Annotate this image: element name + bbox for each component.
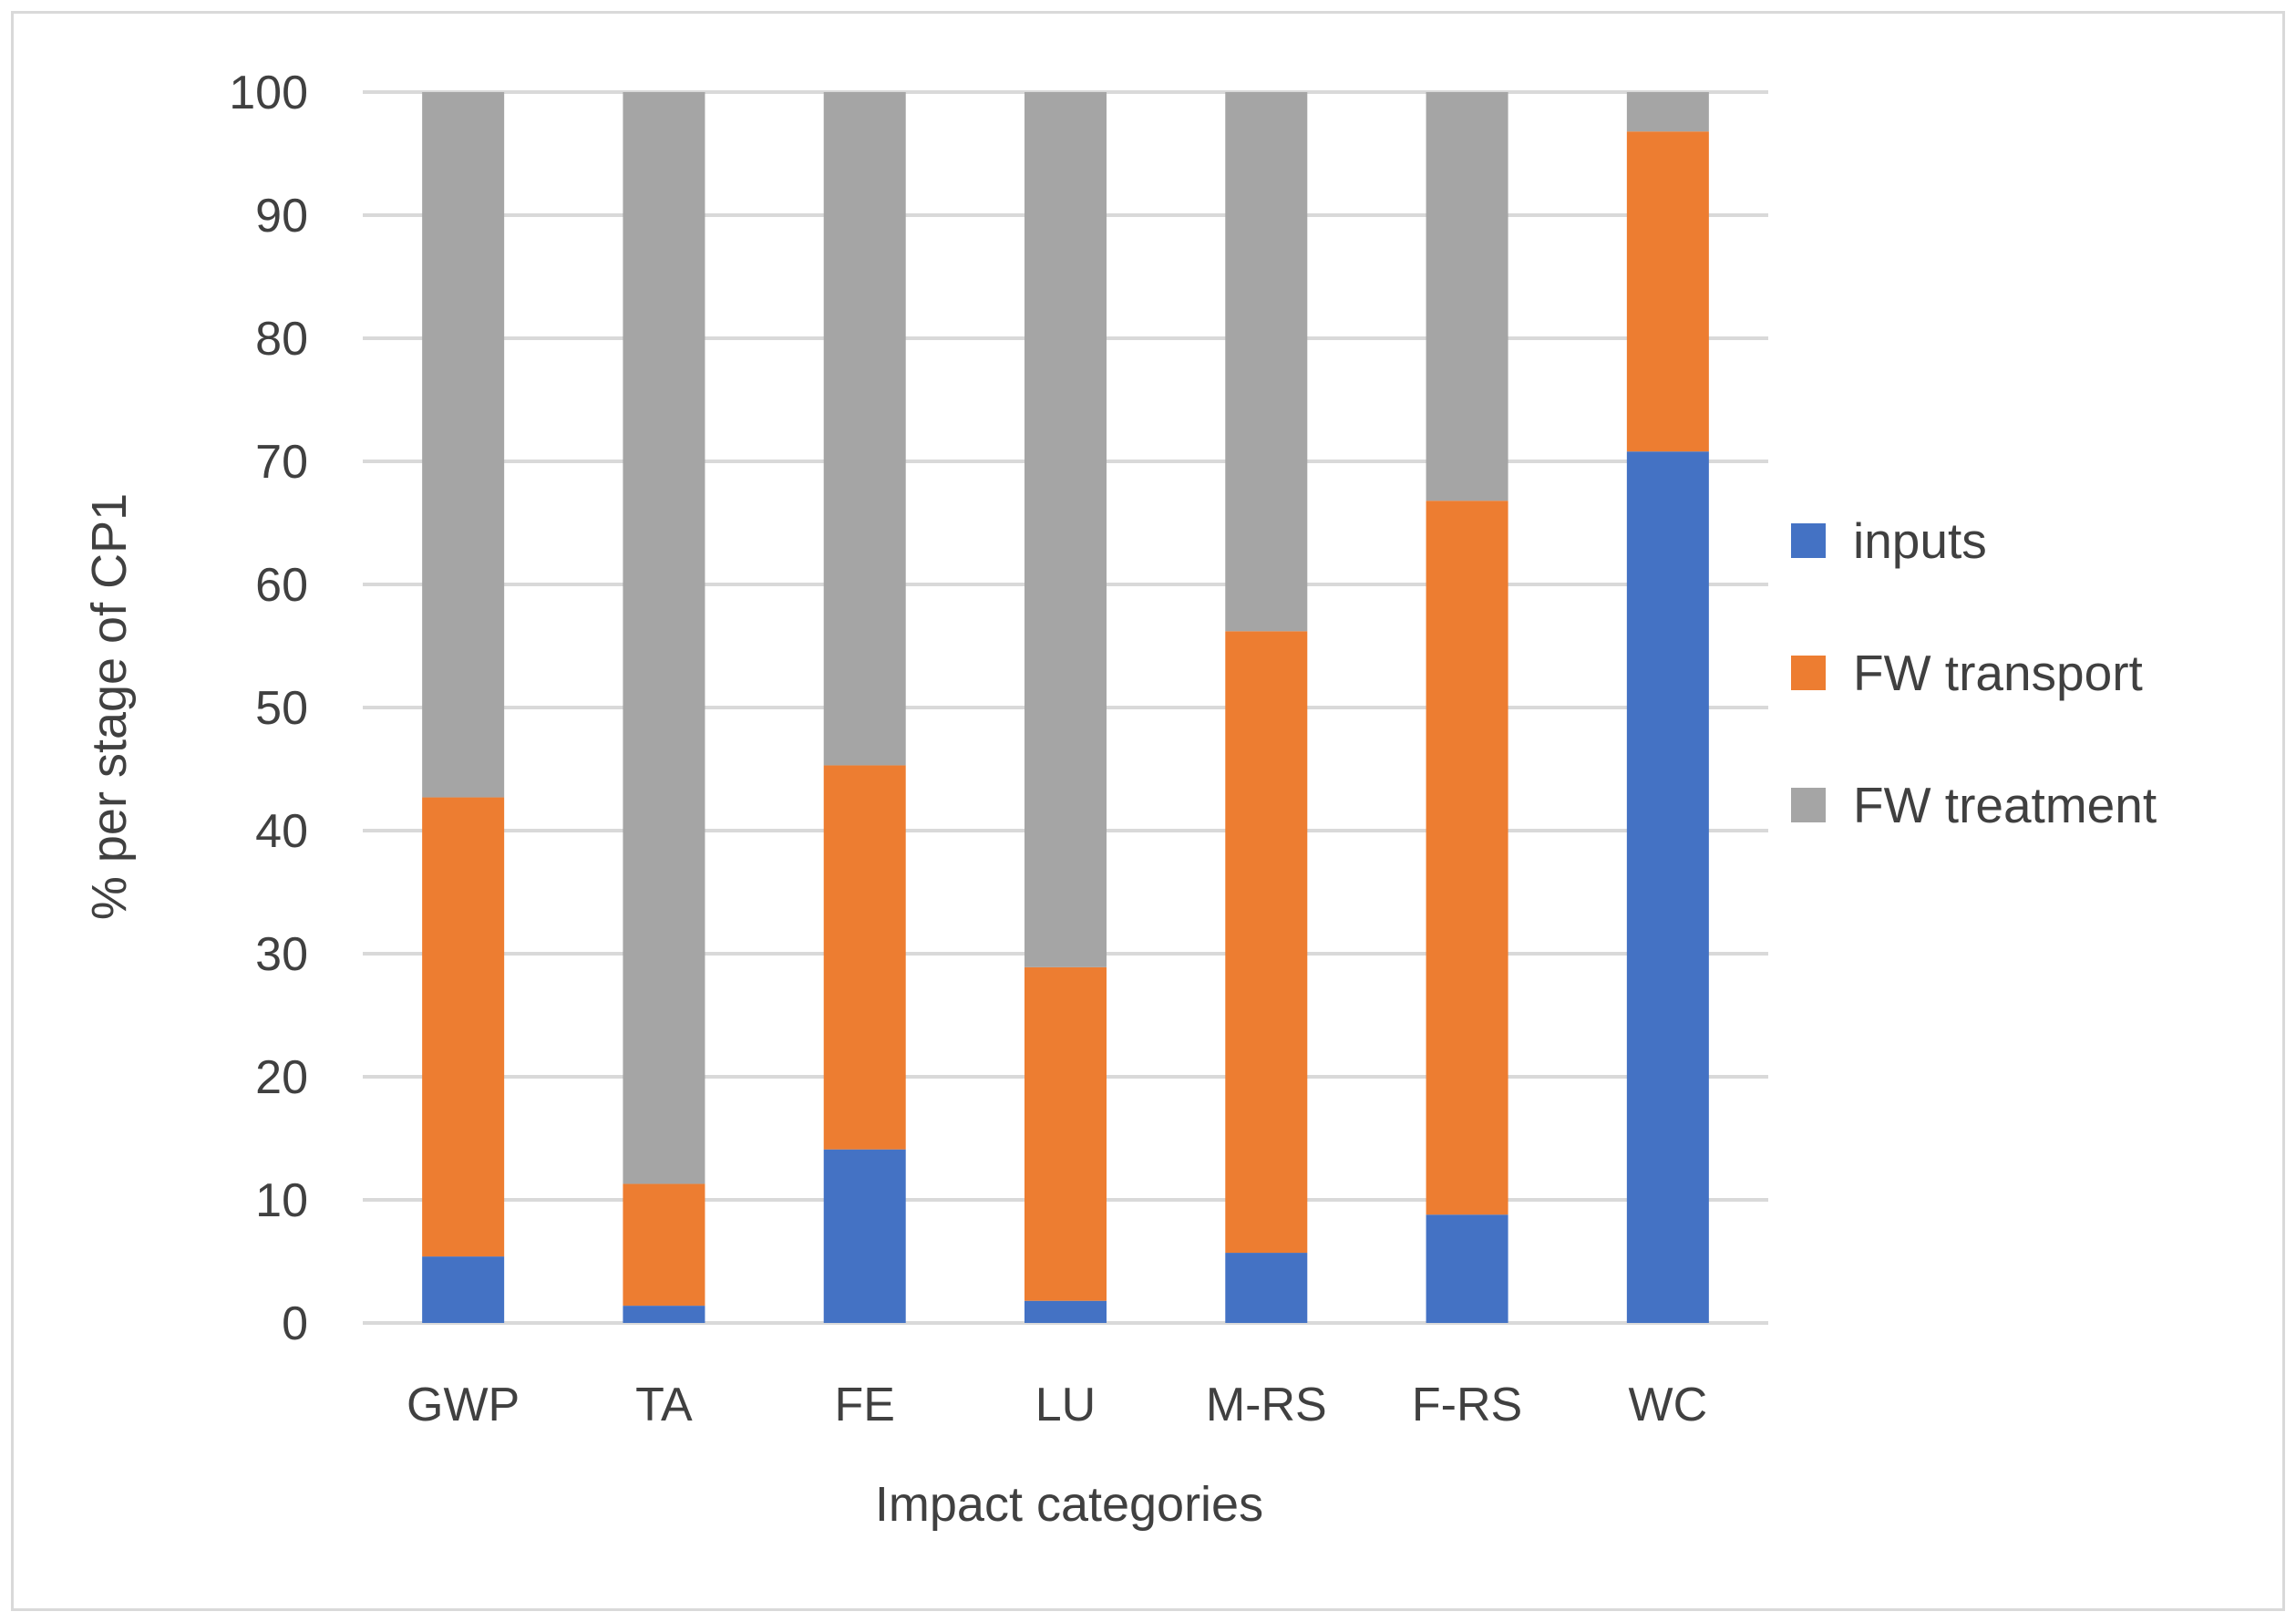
y-tick-label-20: 20 [255, 1051, 308, 1104]
y-tick-label-50: 50 [255, 682, 308, 735]
bar-f-rs-inputs [1426, 1214, 1508, 1323]
legend: inputs FW transport FW treatment [1791, 512, 2157, 833]
legend-label-inputs: inputs [1853, 512, 1987, 569]
x-tick-label-wc: WC [1629, 1379, 1708, 1431]
x-tick-label-gwp: GWP [407, 1379, 520, 1431]
bar-wc-inputs [1626, 451, 1709, 1323]
bar-wc-fw-transport [1626, 131, 1709, 452]
bar-lu-inputs [1024, 1300, 1107, 1323]
bar-gwp-inputs [422, 1256, 505, 1323]
legend-swatch-fw-transport [1791, 656, 1826, 690]
y-tick-label-10: 10 [255, 1174, 308, 1227]
bar-gwp-fw-transport [422, 797, 505, 1257]
y-tick-label-90: 90 [255, 190, 308, 243]
legend-swatch-fw-treatment [1791, 788, 1826, 822]
y-tick-label-30: 30 [255, 928, 308, 981]
bar-lu-fw-treatment [1024, 92, 1107, 967]
bar-m-rs-fw-treatment [1225, 92, 1308, 632]
x-tick-label-m-rs: M-RS [1206, 1379, 1327, 1431]
x-tick-label-f-rs: F-RS [1412, 1379, 1522, 1431]
legend-label-fw-treatment: FW treatment [1853, 777, 2157, 833]
bar-ta-fw-transport [623, 1183, 705, 1307]
y-tick-label-40: 40 [255, 805, 308, 858]
bar-f-rs-fw-treatment [1426, 92, 1508, 501]
bar-fe-fw-transport [823, 765, 906, 1150]
y-tick-label-80: 80 [255, 313, 308, 366]
bar-fe-fw-treatment [823, 92, 906, 766]
bar-lu-fw-transport [1024, 966, 1107, 1301]
y-tick-label-100: 100 [229, 67, 308, 119]
bar-ta-inputs [623, 1306, 705, 1323]
x-axis-title: Impact categories [875, 1477, 1263, 1532]
bar-m-rs-fw-transport [1225, 631, 1308, 1254]
legend-label-fw-transport: FW transport [1853, 645, 2143, 701]
x-tick-label-lu: LU [1035, 1379, 1096, 1431]
bar-fe-inputs [823, 1149, 906, 1323]
chart-frame [11, 11, 2285, 1611]
bars [422, 92, 1709, 1323]
y-tick-label-60: 60 [255, 559, 308, 612]
bar-wc-fw-treatment [1626, 92, 1709, 132]
x-axis-tick-labels: GWP TA FE LU M-RS F-RS WC [407, 1379, 1707, 1431]
bar-m-rs-inputs [1225, 1253, 1308, 1323]
bar-gwp-fw-treatment [422, 92, 505, 798]
y-axis-tick-labels: 0 10 20 30 40 50 60 70 80 90 100 [229, 67, 308, 1350]
y-axis-title: % per stage of CP1 [82, 493, 137, 920]
bar-ta-fw-treatment [623, 92, 705, 1184]
y-tick-label-70: 70 [255, 436, 308, 489]
x-tick-label-ta: TA [635, 1379, 693, 1431]
bar-f-rs-fw-transport [1426, 501, 1508, 1215]
legend-swatch-inputs [1791, 523, 1826, 558]
y-tick-label-0: 0 [282, 1297, 308, 1350]
x-tick-label-fe: FE [834, 1379, 894, 1431]
